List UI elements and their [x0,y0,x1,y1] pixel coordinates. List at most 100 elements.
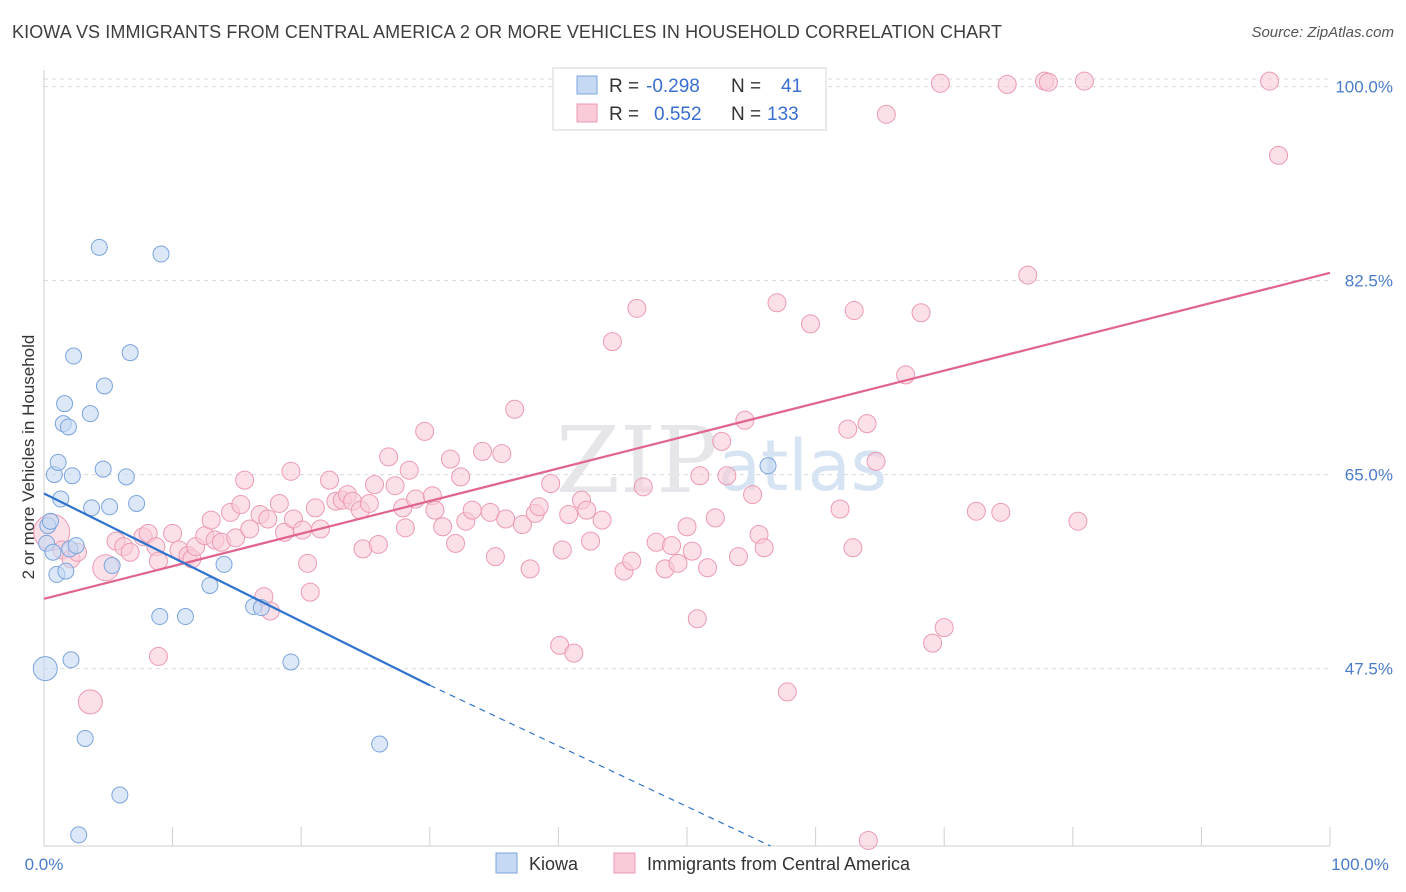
point-immigrants-central-america [559,505,579,525]
point-immigrants-central-america [633,477,653,497]
point-immigrants-central-america [305,498,325,518]
point-immigrants-central-america [923,633,943,653]
trend-line-immigrants [43,271,1331,600]
y-tick-label: 65.0% [1345,466,1393,485]
point-kiowa [101,498,119,516]
point-immigrants-central-america [991,502,1011,522]
point-kiowa [70,826,88,844]
stats-r-value-immigrants: 0.552 [654,104,702,125]
point-immigrants-central-america [385,476,405,496]
point-kiowa [67,537,85,555]
point-immigrants-central-america [529,497,549,517]
point-immigrants-central-america [292,520,312,540]
point-immigrants-central-america [163,523,183,543]
point-immigrants-central-america [1038,72,1058,92]
point-immigrants-central-america [577,500,597,520]
point-immigrants-central-america [662,536,682,556]
point-kiowa [63,467,81,485]
point-immigrants-central-america [148,646,168,666]
point-immigrants-central-america [1074,71,1094,91]
point-immigrants-central-america [687,609,707,629]
point-immigrants-central-america [1068,511,1088,531]
y-tick-labels: 47.5% 65.0% 82.5% 100.0% [1335,78,1393,679]
point-immigrants-central-america [1018,265,1038,285]
point-immigrants-central-america [541,473,561,493]
point-immigrants-central-america [552,540,572,560]
point-kiowa [57,562,75,580]
point-immigrants-central-america [930,73,950,93]
point-kiowa [62,651,80,669]
point-immigrants-central-america [843,538,863,558]
legend-swatch-immigrants [613,852,636,874]
point-immigrants-central-america [201,510,221,530]
point-immigrants-central-america [966,501,986,521]
y-tick-label: 82.5% [1345,272,1393,291]
point-kiowa [103,557,121,575]
point-kiowa [121,344,139,362]
point-immigrants-central-america [602,332,622,352]
x-tick-label-min: 0.0% [25,855,64,874]
point-immigrants-central-america [120,542,140,562]
point-immigrants-central-america [240,519,260,539]
point-immigrants-central-america [451,467,471,487]
y-tick-label: 47.5% [1345,660,1393,679]
point-immigrants-central-america [359,493,379,513]
watermark: ZIP atlas [556,407,887,514]
point-immigrants-central-america [520,559,540,579]
point-immigrants-central-america [677,517,697,537]
point-immigrants-central-america [269,493,289,513]
point-immigrants-central-america [911,303,931,323]
point-immigrants-central-america [866,451,886,471]
legend-swatch-kiowa [495,852,518,874]
point-kiowa [117,468,135,486]
y-axis-label: 2 or more Vehicles in Household [19,335,38,580]
point-immigrants-central-america [690,466,710,486]
point-immigrants-central-america [997,74,1017,94]
trend-lines [43,271,1331,847]
point-immigrants-central-america [319,470,339,490]
point-immigrants-central-america [838,419,858,439]
point-kiowa [59,418,77,436]
point-immigrants-central-america [581,531,601,551]
series-immigrants-central-america [33,71,1289,850]
point-kiowa [76,729,94,747]
point-immigrants-central-america [717,466,737,486]
point-immigrants-central-america [77,689,103,715]
point-kiowa [32,656,58,682]
point-kiowa [201,576,219,594]
point-kiowa [128,494,146,512]
point-kiowa [215,555,233,573]
point-kiowa [49,453,67,471]
chart-title: KIOWA VS IMMIGRANTS FROM CENTRAL AMERICA… [12,22,1003,42]
point-kiowa [81,405,99,423]
stats-n-value-immigrants: 133 [767,104,799,125]
point-immigrants-central-america [512,515,532,535]
point-immigrants-central-america [446,533,466,553]
point-immigrants-central-america [433,517,453,537]
point-immigrants-central-america [743,485,763,505]
trend-line-kiowa-extension [429,684,771,847]
point-immigrants-central-america [1260,71,1280,91]
stats-r-value-kiowa: -0.298 [646,76,700,97]
point-immigrants-central-america [777,682,797,702]
y-tick-label: 100.0% [1335,78,1393,97]
point-immigrants-central-america [705,508,725,528]
point-immigrants-central-america [800,314,820,334]
legend-label-kiowa: Kiowa [529,854,579,874]
point-immigrants-central-america [415,421,435,441]
point-kiowa [759,457,777,475]
point-immigrants-central-america [1269,145,1289,165]
legend: Kiowa Immigrants from Central America [495,852,911,874]
x-axis-ticks [43,827,1331,846]
point-kiowa [151,608,169,626]
point-immigrants-central-america [379,447,399,467]
point-immigrants-central-america [622,551,642,571]
point-immigrants-central-america [728,547,748,567]
point-kiowa [83,499,101,517]
point-immigrants-central-america [492,444,512,464]
point-kiowa [152,245,170,263]
point-immigrants-central-america [462,500,482,520]
point-kiowa [371,735,389,753]
point-immigrants-central-america [876,104,896,124]
